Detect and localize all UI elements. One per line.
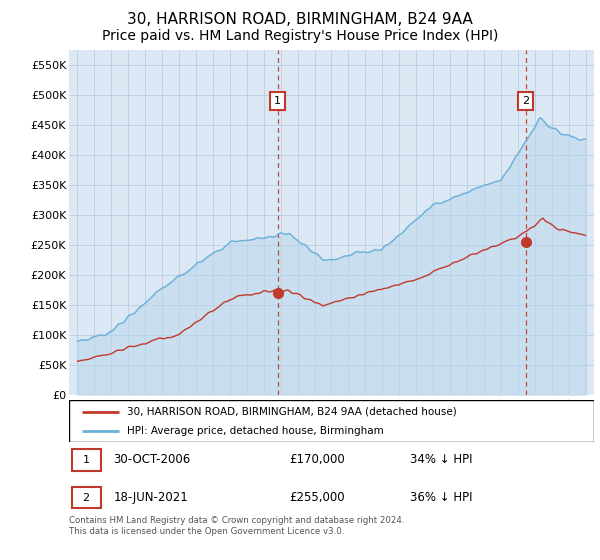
Text: 2: 2	[83, 493, 89, 503]
Bar	[71, 449, 101, 471]
Text: HPI: Average price, detached house, Birmingham: HPI: Average price, detached house, Birm…	[127, 426, 383, 436]
Text: 30, HARRISON ROAD, BIRMINGHAM, B24 9AA: 30, HARRISON ROAD, BIRMINGHAM, B24 9AA	[127, 12, 473, 27]
Text: 34% ↓ HPI: 34% ↓ HPI	[410, 454, 473, 466]
Text: Price paid vs. HM Land Registry's House Price Index (HPI): Price paid vs. HM Land Registry's House …	[102, 29, 498, 43]
Text: 18-JUN-2021: 18-JUN-2021	[113, 491, 188, 504]
Text: 1: 1	[274, 96, 281, 106]
Text: 30-OCT-2006: 30-OCT-2006	[113, 454, 191, 466]
Text: Contains HM Land Registry data © Crown copyright and database right 2024.
This d: Contains HM Land Registry data © Crown c…	[69, 516, 404, 536]
Bar	[71, 487, 101, 508]
Text: 2: 2	[522, 96, 529, 106]
Text: 30, HARRISON ROAD, BIRMINGHAM, B24 9AA (detached house): 30, HARRISON ROAD, BIRMINGHAM, B24 9AA (…	[127, 407, 457, 417]
Text: £255,000: £255,000	[290, 491, 345, 504]
Text: £170,000: £170,000	[290, 454, 345, 466]
Text: 36% ↓ HPI: 36% ↓ HPI	[410, 491, 473, 504]
Text: 1: 1	[83, 455, 89, 465]
